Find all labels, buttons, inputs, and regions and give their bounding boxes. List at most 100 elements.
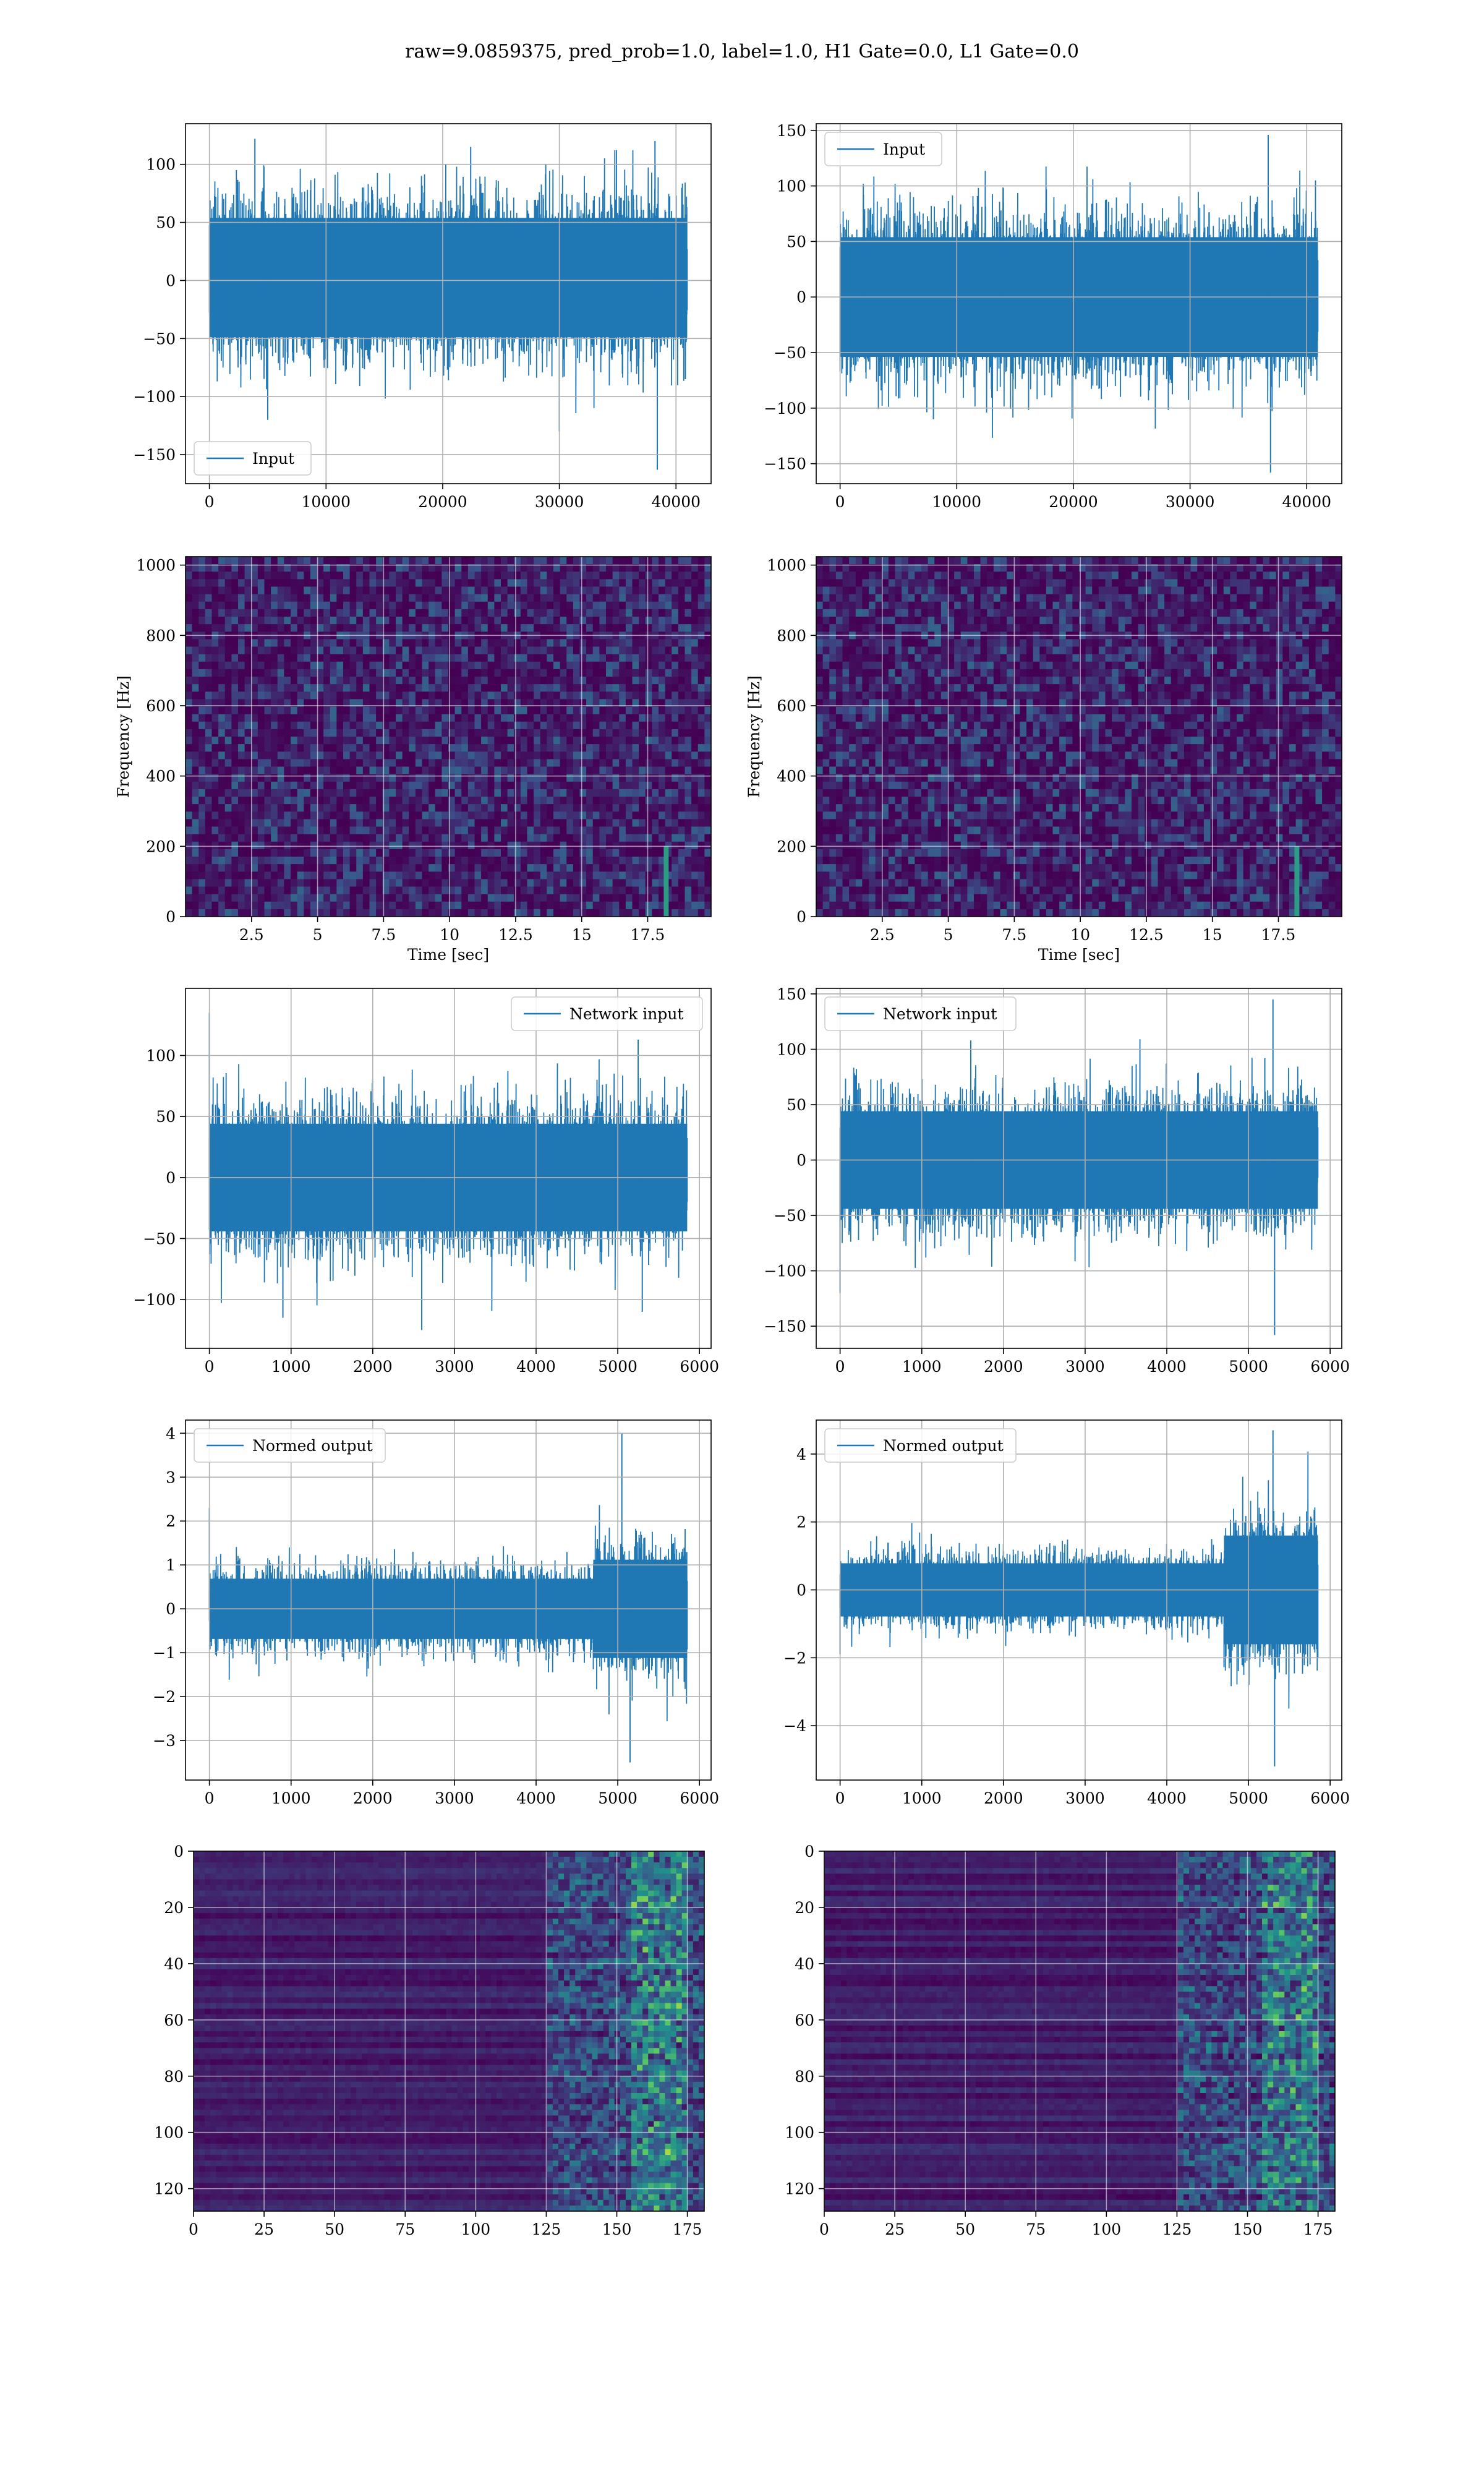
heatmap-cell bbox=[625, 729, 633, 737]
heatmap-cell bbox=[697, 601, 705, 610]
heatmap-cell bbox=[895, 871, 902, 880]
y-tick-label: −150 bbox=[764, 455, 806, 473]
heatmap-cell bbox=[369, 759, 377, 767]
heatmap-cell bbox=[704, 797, 712, 805]
heatmap-cell bbox=[632, 841, 639, 850]
heatmap-cell bbox=[467, 624, 475, 632]
heatmap-cell bbox=[947, 804, 955, 812]
heatmap-cell bbox=[934, 714, 942, 722]
heatmap-cell bbox=[422, 564, 429, 572]
heatmap-cell bbox=[382, 894, 390, 902]
heatmap-cell bbox=[849, 571, 856, 580]
heatmap-cell bbox=[586, 729, 594, 737]
heatmap-cell bbox=[291, 669, 298, 677]
heatmap-cell bbox=[855, 864, 863, 872]
heatmap-cell bbox=[704, 586, 712, 595]
heatmap-cell bbox=[192, 879, 199, 887]
heatmap-cell bbox=[592, 617, 600, 625]
heatmap-cell bbox=[534, 654, 541, 662]
heatmap-cell bbox=[310, 901, 317, 910]
heatmap-cell bbox=[835, 579, 843, 587]
heatmap-cell bbox=[566, 797, 574, 805]
heatmap-cell bbox=[415, 669, 422, 677]
heatmap-cell bbox=[349, 759, 357, 767]
heatmap-cell bbox=[639, 826, 646, 835]
heatmap-cell bbox=[310, 744, 317, 752]
heatmap-cell bbox=[599, 706, 607, 715]
heatmap-cell bbox=[264, 646, 271, 655]
heatmap-cell bbox=[310, 609, 317, 617]
heatmap-cell bbox=[947, 677, 955, 685]
heatmap-cell bbox=[205, 579, 212, 587]
heatmap-cell bbox=[652, 737, 659, 745]
heatmap-cell bbox=[205, 729, 212, 737]
heatmap-cell bbox=[369, 669, 377, 677]
heatmap-cell bbox=[356, 601, 364, 610]
heatmap-cell bbox=[882, 781, 889, 790]
heatmap-cell bbox=[553, 781, 561, 790]
heatmap-cell bbox=[520, 819, 527, 827]
heatmap-cell bbox=[882, 886, 889, 895]
heatmap-cell bbox=[882, 766, 889, 775]
heatmap-cell bbox=[251, 857, 258, 865]
heatmap-cell bbox=[592, 684, 600, 692]
heatmap-cell bbox=[501, 601, 508, 610]
heatmap-cell bbox=[474, 901, 482, 910]
heatmap-cell bbox=[540, 834, 547, 842]
heatmap-cell bbox=[264, 691, 271, 700]
heatmap-cell bbox=[467, 804, 475, 812]
heatmap-cell bbox=[304, 721, 311, 730]
heatmap-cell bbox=[487, 871, 495, 880]
heatmap-cell bbox=[934, 826, 942, 835]
heatmap-cell bbox=[402, 744, 409, 752]
heatmap-cell bbox=[540, 609, 547, 617]
heatmap-cell bbox=[343, 909, 351, 917]
heatmap-cell bbox=[632, 729, 639, 737]
y-tick-label: 600 bbox=[146, 697, 176, 715]
heatmap-cell bbox=[520, 579, 527, 587]
heatmap-cell bbox=[422, 751, 429, 760]
heatmap-cell bbox=[192, 646, 199, 655]
heatmap-cell bbox=[310, 857, 317, 865]
heatmap-cell bbox=[284, 579, 291, 587]
heatmap-cell bbox=[665, 564, 672, 572]
heatmap-cell bbox=[435, 781, 442, 790]
heatmap-cell bbox=[842, 601, 850, 610]
heatmap-cell bbox=[356, 729, 364, 737]
heatmap-cell bbox=[855, 617, 863, 625]
heatmap-cell bbox=[362, 819, 370, 827]
heatmap-cell bbox=[211, 601, 219, 610]
heatmap-cell bbox=[540, 579, 547, 587]
heatmap-cell bbox=[678, 699, 685, 707]
x-tick-label: 12.5 bbox=[498, 926, 533, 944]
heatmap-cell bbox=[908, 617, 915, 625]
heatmap-cell bbox=[842, 879, 850, 887]
heatmap-cell bbox=[369, 579, 377, 587]
heatmap-cell bbox=[665, 571, 672, 580]
heatmap-cell bbox=[849, 759, 856, 767]
heatmap-cell bbox=[882, 609, 889, 617]
heatmap-cell bbox=[356, 751, 364, 760]
heatmap-cell bbox=[343, 586, 351, 595]
heatmap-cell bbox=[211, 759, 219, 767]
heatmap-cell bbox=[409, 729, 416, 737]
heatmap-cell bbox=[704, 617, 712, 625]
heatmap-cell bbox=[822, 729, 830, 737]
heatmap-cell bbox=[586, 797, 594, 805]
heatmap-cell bbox=[553, 826, 561, 835]
heatmap-cell bbox=[586, 714, 594, 722]
heatmap-cell bbox=[291, 901, 298, 910]
heatmap-cell bbox=[481, 781, 488, 790]
heatmap-cell bbox=[231, 684, 239, 692]
heatmap-cell bbox=[291, 571, 298, 580]
heatmap-cell bbox=[842, 797, 850, 805]
heatmap-cell bbox=[376, 804, 383, 812]
heatmap-cell bbox=[349, 624, 357, 632]
heatmap-cell bbox=[691, 901, 699, 910]
heatmap-cell bbox=[816, 677, 824, 685]
heatmap-cell bbox=[927, 864, 935, 872]
heatmap-cell bbox=[619, 744, 626, 752]
heatmap-cell bbox=[934, 654, 942, 662]
heatmap-cell bbox=[849, 886, 856, 895]
heatmap-cell bbox=[376, 826, 383, 835]
